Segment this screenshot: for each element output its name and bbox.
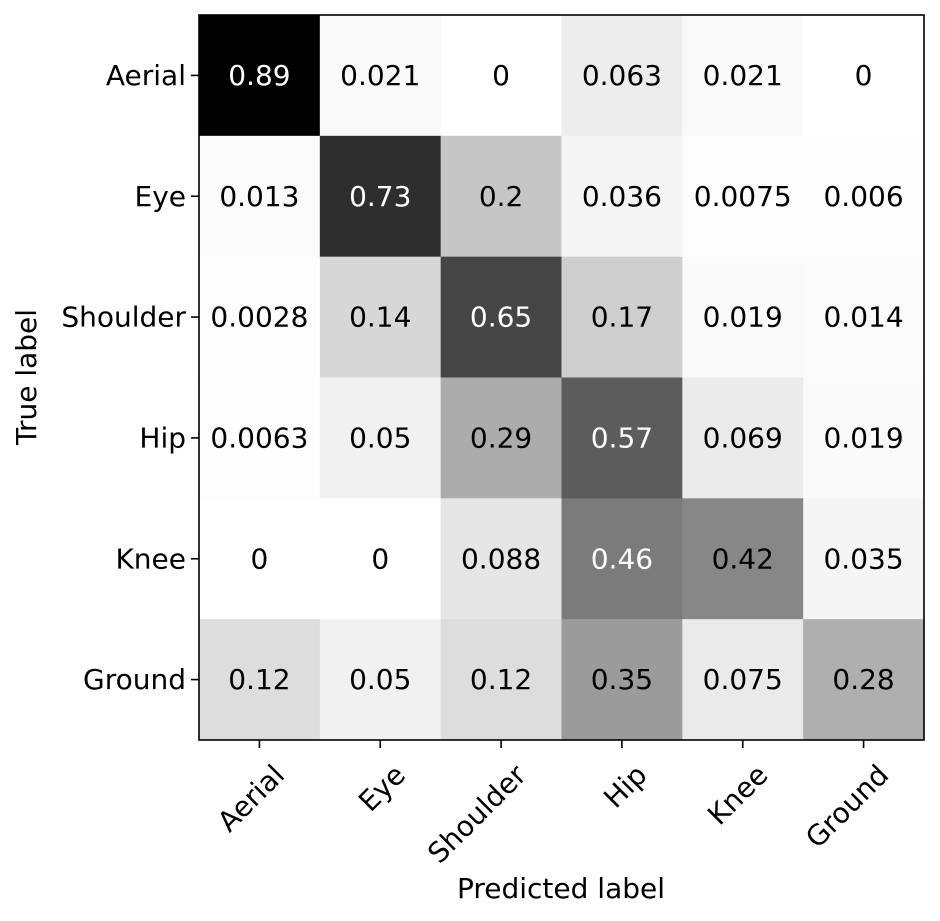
heatmap-cell <box>199 15 321 137</box>
heatmap-cell <box>440 498 562 620</box>
heatmap-cell <box>199 498 321 620</box>
heatmap-cell-labels: 0.89 0.021 0 0.063 0.021 0 0.013 0.73 0.2 0.036 0.… <box>210 59 903 696</box>
y-tick-label: Knee <box>115 542 186 575</box>
heatmap-cell <box>440 619 562 741</box>
cell-value-label: 0.021 <box>703 59 783 92</box>
cell-value-label: 0.57 <box>591 421 653 454</box>
y-tick-label: Eye <box>135 180 187 213</box>
heatmap-cell <box>319 256 442 378</box>
cell-value-label: 0 <box>492 59 510 92</box>
heatmap-cell <box>682 135 804 258</box>
heatmap-cell <box>319 135 442 258</box>
cell-value-label: 0.46 <box>591 542 653 575</box>
cell-value-label: 0.12 <box>470 663 532 696</box>
x-tick-label: Shoulder <box>421 758 533 870</box>
heatmap-cell <box>682 15 804 137</box>
heatmap-cell <box>682 498 804 620</box>
cell-value-label: 0.89 <box>228 59 290 92</box>
heatmap-cell <box>561 135 683 258</box>
y-tick-label: Shoulder <box>61 301 186 334</box>
x-tick-label: Aerial <box>211 758 291 838</box>
y-tick-label: Hip <box>139 421 186 454</box>
y-axis-label: True label <box>10 309 43 446</box>
cell-value-label: 0.0063 <box>210 421 308 454</box>
cell-value-label: 0.73 <box>349 180 411 213</box>
plot-frame <box>198 14 925 741</box>
heatmap-cell <box>440 135 562 258</box>
heatmap-cell <box>682 377 804 499</box>
heatmap-cell <box>803 256 925 378</box>
heatmap-cell <box>803 619 925 741</box>
cell-value-label: 0.021 <box>340 59 420 92</box>
cell-value-label: 0.019 <box>703 301 783 334</box>
x-tick-label: Hip <box>597 758 653 814</box>
x-tick-label: Knee <box>701 758 774 831</box>
heatmap-cell <box>199 256 321 378</box>
heatmap-cell <box>199 619 321 741</box>
y-tick-label: Aerial <box>106 59 186 92</box>
x-axis-label: Predicted label <box>457 872 665 905</box>
cell-value-label: 0.019 <box>823 421 903 454</box>
heatmap-cell <box>561 377 683 499</box>
heatmap-cell <box>561 256 683 378</box>
cell-value-label: 0 <box>251 542 269 575</box>
heatmap-cell <box>440 15 562 137</box>
cell-value-label: 0.65 <box>470 301 532 334</box>
heatmap-cell <box>199 377 321 499</box>
heatmap-cell <box>682 619 804 741</box>
heatmap-cell <box>319 498 442 620</box>
heatmap-cell <box>440 256 562 378</box>
cell-value-label: 0.05 <box>349 421 411 454</box>
cell-value-label: 0 <box>371 542 389 575</box>
cell-value-label: 0.063 <box>582 59 662 92</box>
cell-value-label: 0.05 <box>349 663 411 696</box>
cell-value-label: 0.075 <box>703 663 783 696</box>
cell-value-label: 0.006 <box>823 180 903 213</box>
cell-value-label: 0.0075 <box>694 180 792 213</box>
cell-value-label: 0.14 <box>349 301 411 334</box>
cell-value-label: 0.2 <box>479 180 524 213</box>
cell-value-label: 0.42 <box>712 542 774 575</box>
heatmap-cell <box>561 15 683 137</box>
y-tick-label: Ground <box>83 663 186 696</box>
heatmap-cell <box>199 135 321 258</box>
heatmap-cell <box>803 135 925 258</box>
heatmap-cell <box>803 498 925 620</box>
heatmap-cell <box>319 619 442 741</box>
heatmap-cell <box>440 377 562 499</box>
cell-value-label: 0.036 <box>582 180 662 213</box>
heatmap-cells <box>199 15 925 741</box>
cell-value-label: 0.013 <box>219 180 299 213</box>
cell-value-label: 0.069 <box>703 421 783 454</box>
cell-value-label: 0.12 <box>228 663 290 696</box>
heatmap-cell <box>561 498 683 620</box>
cell-value-label: 0.0028 <box>210 301 308 334</box>
cell-value-label: 0.035 <box>823 542 903 575</box>
cell-value-label: 0.29 <box>470 421 532 454</box>
heatmap-cell <box>682 256 804 378</box>
cell-value-label: 0.35 <box>591 663 653 696</box>
x-axis-ticks: Aerial Eye Shoulder Hip Knee Ground <box>211 740 895 870</box>
heatmap-cell <box>561 619 683 741</box>
cell-value-label: 0.088 <box>461 542 541 575</box>
heatmap-cell <box>803 377 925 499</box>
cell-value-label: 0.014 <box>823 301 903 334</box>
heatmap-cell <box>319 377 442 499</box>
cell-value-label: 0 <box>855 59 873 92</box>
cell-value-label: 0.17 <box>591 301 653 334</box>
cell-value-label: 0.28 <box>832 663 894 696</box>
x-tick-label: Eye <box>352 758 412 818</box>
heatmap-cell <box>319 15 442 137</box>
heatmap-cell <box>803 15 925 137</box>
y-axis-ticks: Aerial Eye Shoulder Hip Knee Ground <box>61 59 199 696</box>
x-tick-label: Ground <box>799 758 895 854</box>
